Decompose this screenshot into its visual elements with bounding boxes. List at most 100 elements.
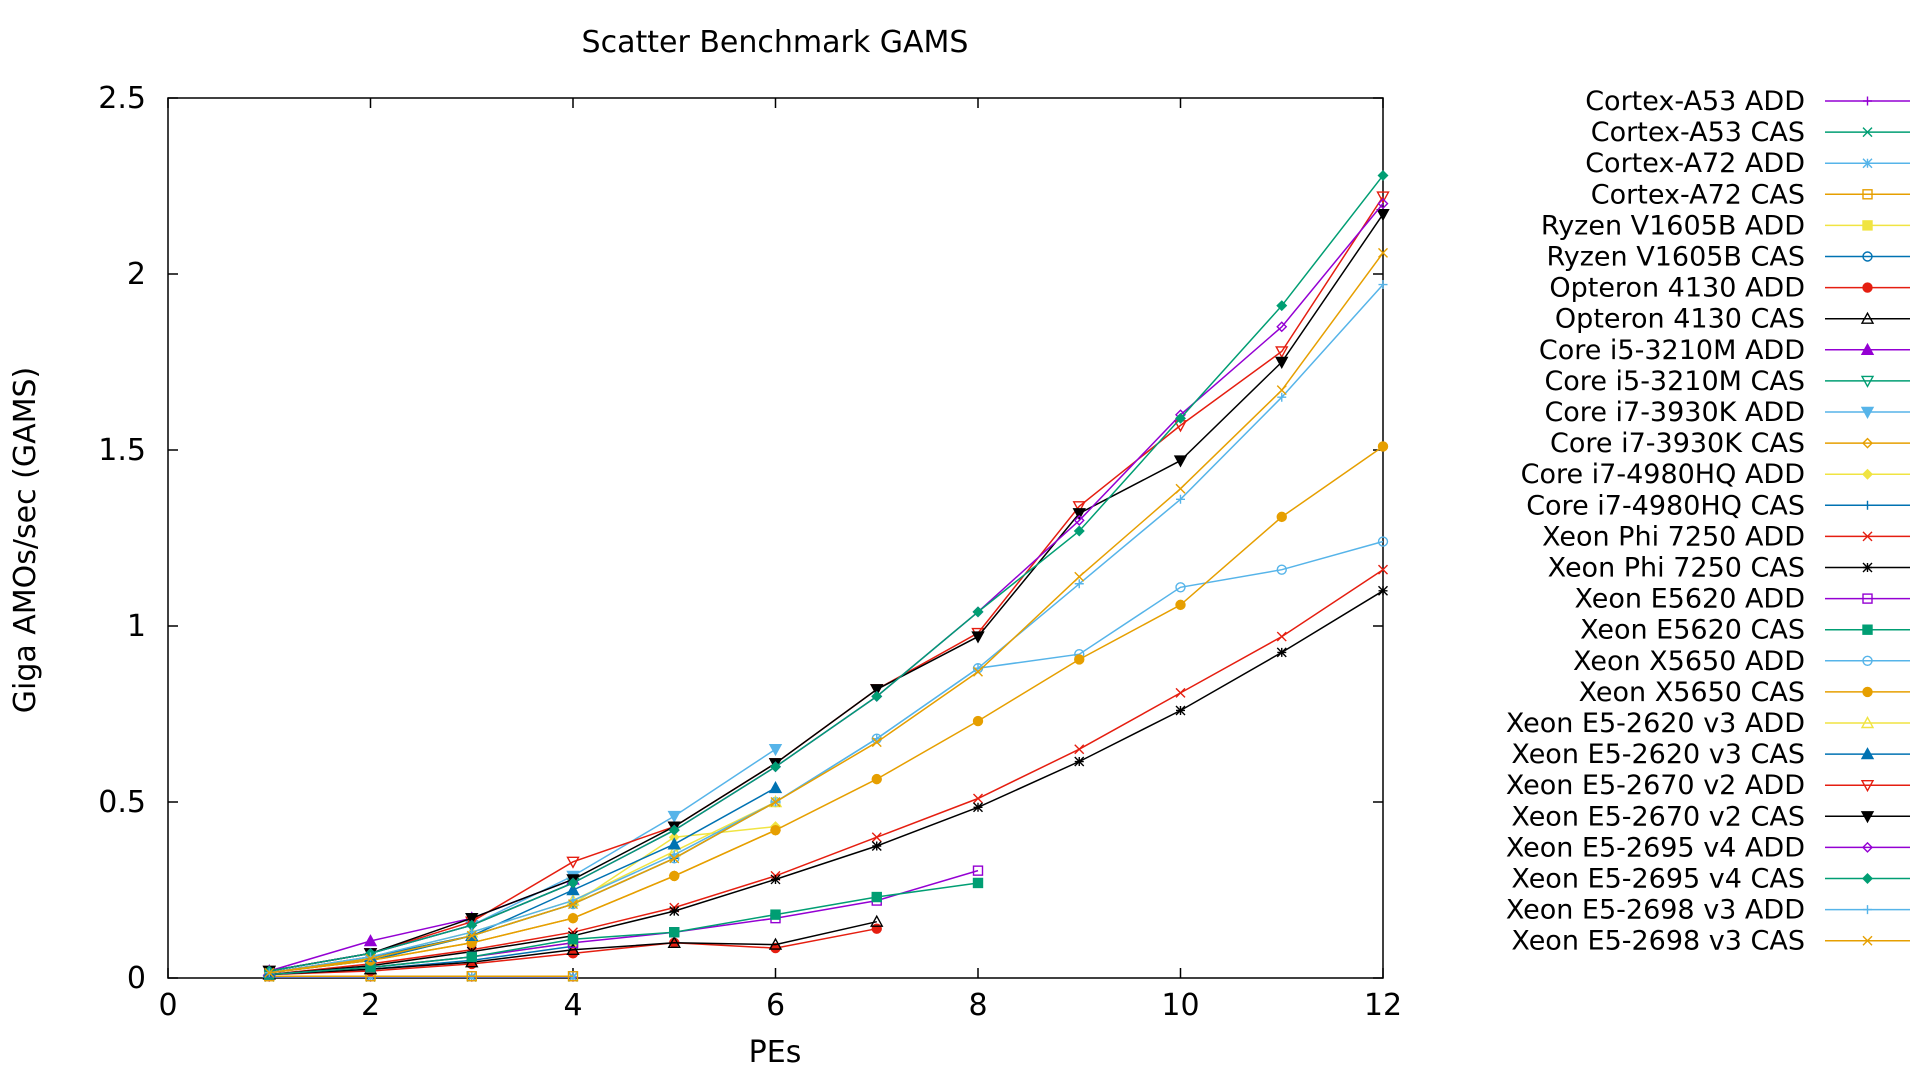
data-point — [1275, 346, 1289, 359]
y-tick-label: 2 — [127, 257, 146, 292]
data-point — [1072, 501, 1086, 514]
legend-label: Xeon E5-2620 v3 CAS — [1511, 739, 1805, 770]
legend-entry: Opteron 4130 CAS — [1555, 304, 1910, 335]
y-axis-label: Giga AMOs/sec (GAMS) — [8, 367, 43, 714]
legend-entry: Core i7-4980HQ ADD — [1521, 459, 1910, 490]
data-point — [1860, 375, 1875, 388]
data-point — [363, 934, 378, 947]
data-point — [1862, 251, 1873, 262]
data-point — [1074, 579, 1084, 589]
data-point — [971, 631, 985, 644]
data-point — [1863, 96, 1872, 106]
legend-entry: Core i7-3930K CAS — [1550, 428, 1910, 459]
data-point — [669, 927, 680, 938]
legend-entry: Opteron 4130 ADD — [1549, 273, 1910, 304]
legend-label: Xeon E5-2698 v3 ADD — [1506, 895, 1805, 926]
data-point — [1276, 647, 1287, 658]
data-point — [972, 877, 984, 889]
data-point — [365, 953, 376, 964]
data-point — [871, 832, 882, 843]
data-point — [770, 797, 781, 807]
data-point — [465, 912, 479, 926]
data-point — [1275, 356, 1289, 369]
legend-entry: Xeon E5-2695 v4 ADD — [1506, 832, 1910, 863]
data-point — [1377, 198, 1389, 210]
data-point — [1175, 599, 1186, 611]
data-point — [1862, 158, 1873, 169]
legend-entry: Xeon E5-2620 v3 CAS — [1511, 739, 1910, 770]
data-point — [770, 874, 781, 885]
legend-entry: Ryzen V1605B ADD — [1541, 210, 1910, 241]
data-point — [972, 715, 984, 727]
legend-entry: Xeon E5-2698 v3 CAS — [1511, 926, 1910, 957]
data-point — [366, 952, 375, 962]
series-group — [262, 169, 1390, 982]
series-line — [269, 445, 1384, 974]
data-point — [871, 841, 882, 851]
legend-label: Xeon X5650 CAS — [1579, 677, 1805, 708]
data-point — [1176, 494, 1185, 504]
data-point — [1377, 169, 1389, 181]
legend-label: Ryzen V1605B ADD — [1541, 210, 1805, 241]
x-tick-label: 8 — [968, 988, 987, 1023]
data-point — [566, 942, 580, 956]
data-point — [770, 824, 781, 836]
data-point — [1074, 654, 1085, 665]
data-point — [1862, 282, 1873, 293]
legend-label: Cortex-A72 ADD — [1585, 148, 1805, 179]
data-point — [669, 870, 680, 882]
x-tick-label: 12 — [1364, 988, 1402, 1023]
data-point — [1377, 441, 1389, 452]
legend-entry: Xeon Phi 7250 ADD — [1542, 521, 1910, 552]
data-point — [972, 865, 984, 876]
series-line — [269, 213, 1384, 972]
legend-entry: Cortex-A72 ADD — [1585, 148, 1910, 179]
data-point — [466, 946, 477, 957]
data-point — [667, 810, 681, 824]
data-point — [1376, 208, 1390, 222]
data-point — [870, 684, 884, 697]
data-point — [1863, 500, 1872, 510]
legend-label: Opteron 4130 CAS — [1555, 304, 1805, 335]
data-point — [1862, 562, 1873, 573]
y-tick-label: 2.5 — [98, 81, 146, 116]
series-27 — [264, 247, 1388, 978]
data-point — [1074, 744, 1085, 755]
data-point — [264, 967, 275, 978]
data-point — [1860, 811, 1875, 824]
legend-label: Core i5-3210M ADD — [1539, 335, 1805, 366]
data-point — [567, 971, 579, 982]
data-point — [567, 934, 579, 945]
legend-entry: Xeon E5-2620 v3 ADD — [1506, 708, 1910, 739]
data-point — [1860, 342, 1875, 355]
legend-label: Cortex-A53 CAS — [1591, 117, 1805, 148]
legend-label: Core i7-3930K CAS — [1550, 428, 1805, 459]
legend-label: Xeon Phi 7250 CAS — [1548, 553, 1805, 584]
data-point — [567, 877, 579, 889]
data-point — [1862, 655, 1873, 666]
legend-entry: Xeon Phi 7250 CAS — [1548, 553, 1910, 584]
data-point — [1862, 127, 1873, 138]
legend-entry: Xeon E5620 ADD — [1574, 584, 1910, 615]
legend-label: Core i7-4980HQ ADD — [1521, 459, 1805, 490]
data-point — [1074, 756, 1085, 767]
data-point — [1175, 687, 1186, 698]
legend-label: Cortex-A72 CAS — [1591, 179, 1805, 210]
legend-label: Opteron 4130 ADD — [1549, 273, 1805, 304]
data-point — [973, 666, 983, 677]
data-point — [1072, 508, 1086, 521]
data-point — [1378, 585, 1388, 596]
data-point — [1863, 905, 1872, 915]
data-point — [1175, 582, 1186, 593]
data-point — [1862, 624, 1873, 635]
legend-entry: Cortex-A72 CAS — [1591, 179, 1910, 210]
data-point — [566, 883, 580, 896]
legend-label: Xeon E5-2620 v3 ADD — [1506, 708, 1805, 739]
data-point — [466, 930, 477, 941]
data-point — [1862, 189, 1873, 200]
x-axis-label: PEs — [749, 1035, 802, 1070]
data-point — [566, 856, 580, 869]
data-point — [1074, 571, 1085, 582]
data-point — [1175, 412, 1186, 424]
